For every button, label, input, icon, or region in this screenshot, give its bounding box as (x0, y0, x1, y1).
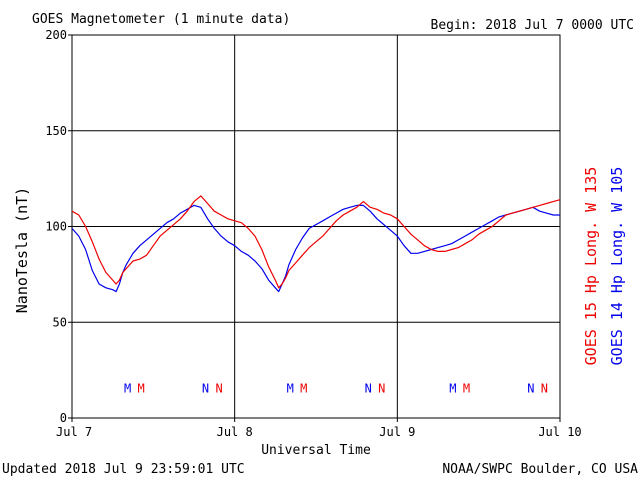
legend: GOES 15 Hp Long. W 135 GOES 14 Hp Long. W… (582, 167, 626, 366)
source-label: NOAA/SWPC Boulder, CO USA (442, 462, 638, 477)
x-tick-label-1: Jul 8 (217, 425, 253, 439)
event-marker-8: M (449, 381, 456, 395)
y-axis-ticks: 0 50 100 150 200 (45, 28, 72, 425)
y-tick-label-2: 100 (45, 220, 67, 234)
event-marker-1: M (138, 381, 145, 395)
y-tick-label-1: 50 (53, 315, 67, 329)
y-tick-label-4: 200 (45, 28, 67, 42)
event-marker-0: M (124, 381, 131, 395)
begin-label: Begin: 2018 Jul 7 0000 UTC (431, 18, 635, 33)
event-marker-7: N (378, 381, 385, 395)
grid-lines (72, 35, 560, 418)
event-marker-2: N (202, 381, 209, 395)
series-line-1 (71, 204, 560, 293)
event-marker-5: M (300, 381, 307, 395)
series-lines (71, 195, 561, 293)
event-marker-4: M (287, 381, 294, 395)
x-axis-label: Universal Time (261, 443, 371, 458)
x-axis-ticks: Jul 7 Jul 8 Jul 9 Jul 10 (56, 418, 582, 439)
y-tick-label-0: 0 (60, 411, 67, 425)
chart-title: GOES Magnetometer (1 minute data) (32, 12, 290, 27)
event-marker-9: M (463, 381, 470, 395)
updated-timestamp: Updated 2018 Jul 9 23:59:01 UTC (2, 462, 245, 477)
y-axis-label: NanoTesla (nT) (13, 187, 31, 313)
event-marker-6: N (365, 381, 372, 395)
event-marker-11: N (541, 381, 548, 395)
event-marker-10: N (527, 381, 534, 395)
x-tick-label-2: Jul 9 (379, 425, 415, 439)
series-line-0 (71, 195, 561, 289)
legend-entry-0: GOES 15 Hp Long. W 135 (582, 167, 600, 366)
y-tick-label-3: 150 (45, 124, 67, 138)
x-tick-label-3: Jul 10 (538, 425, 581, 439)
legend-entry-1: GOES 14 Hp Long. W 105 (608, 167, 626, 366)
event-marker-3: N (215, 381, 222, 395)
x-tick-label-0: Jul 7 (56, 425, 92, 439)
